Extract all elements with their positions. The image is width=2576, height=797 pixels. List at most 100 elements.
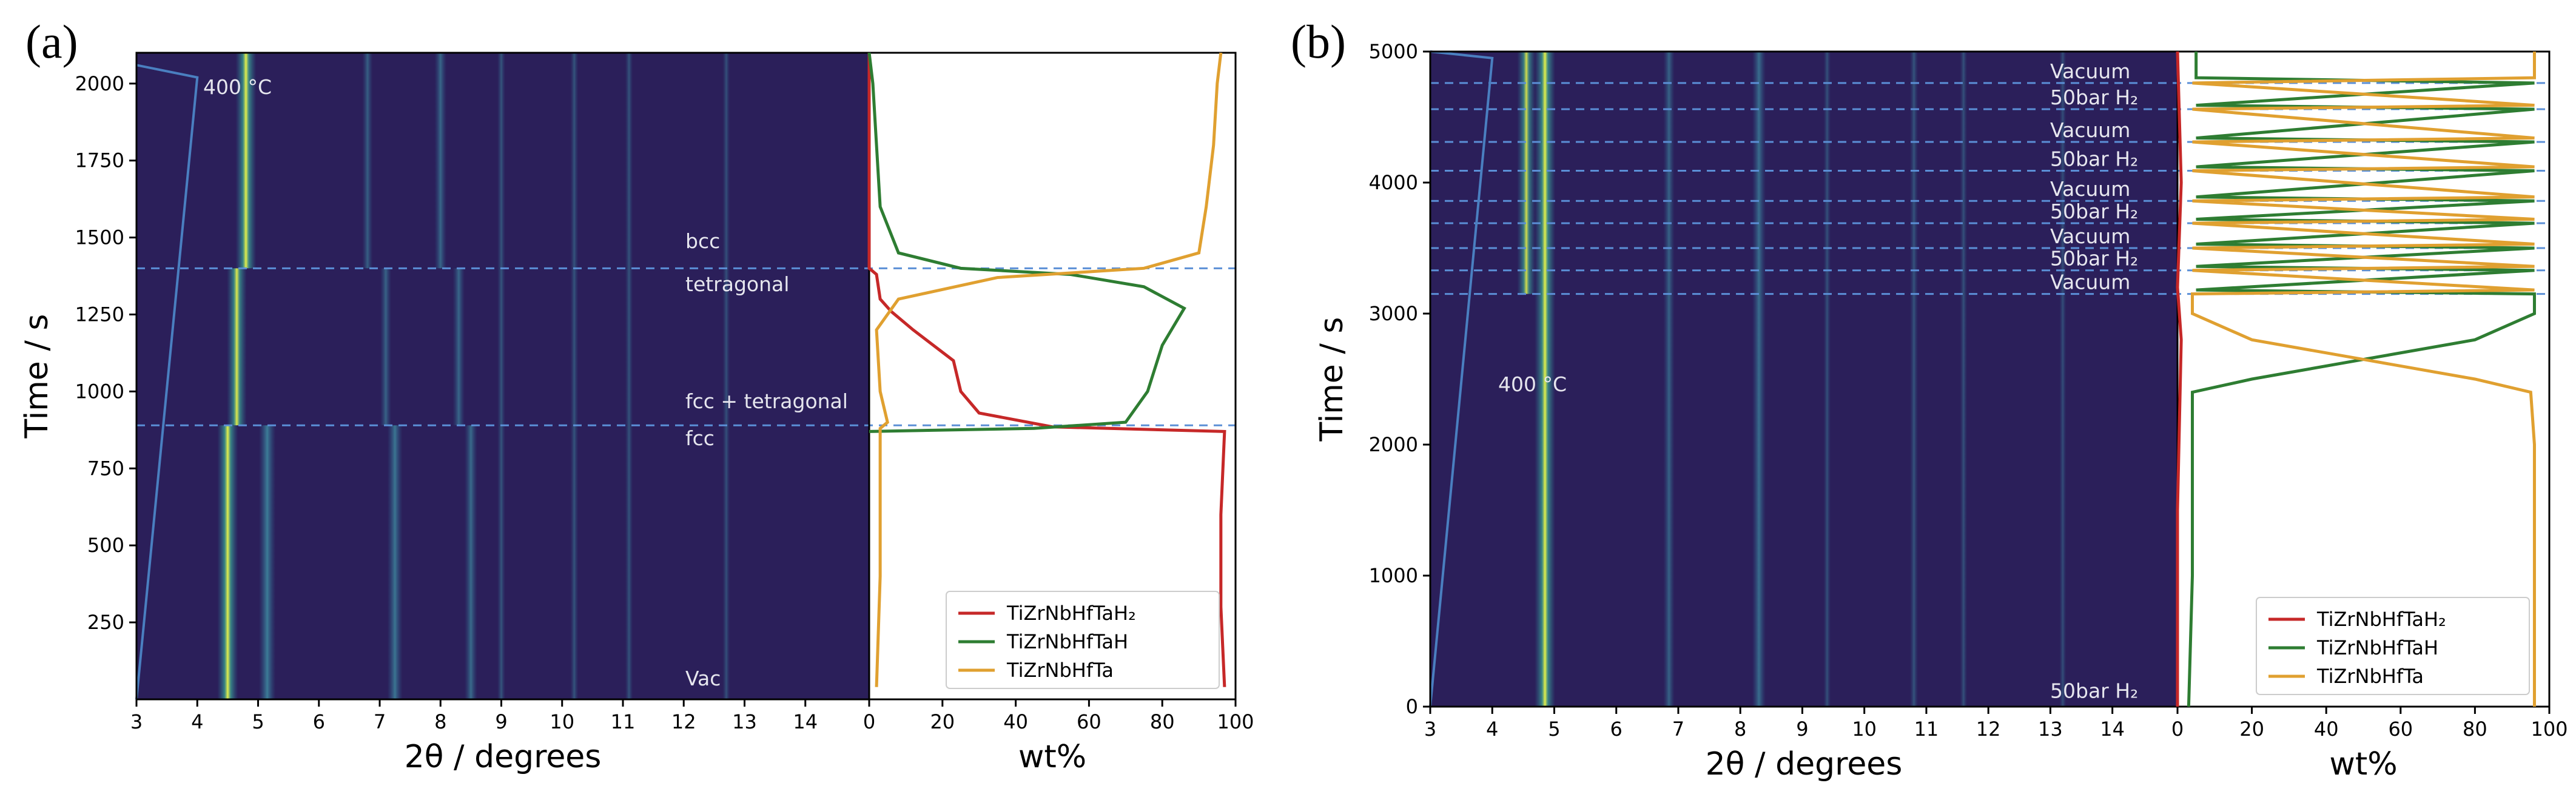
x-tick-label: 11 (611, 710, 636, 733)
x-tick-label: 4 (191, 710, 203, 733)
wt-series-line (2191, 52, 2536, 707)
phase-label: 50bar H₂ (2050, 200, 2138, 223)
diffraction-peak (625, 53, 633, 699)
x-axis-title: 2θ / degrees (405, 739, 602, 775)
x-tick-label: 10 (1852, 718, 1877, 741)
y-tick-label: 1500 (75, 226, 124, 249)
phase-label: bcc (685, 229, 720, 253)
diffraction-peak (380, 268, 392, 426)
wt-series-line (875, 52, 1223, 687)
wt-x-tick-label: 100 (2531, 718, 2568, 741)
y-tick-label: 3000 (1369, 302, 1418, 325)
x-tick-label: 5 (252, 710, 264, 733)
x-tick-label: 9 (1796, 718, 1808, 741)
x-tick-label: 12 (671, 710, 696, 733)
y-tick-label: 2000 (75, 72, 124, 95)
x-tick-label: 5 (1548, 718, 1560, 741)
wt-series-line (2187, 52, 2536, 707)
x-tick-label: 14 (2100, 718, 2125, 741)
legend-label: TiZrNbHfTa (1006, 659, 1114, 682)
x-tick-label: 4 (1486, 718, 1498, 741)
x-tick-label: 7 (1672, 718, 1684, 741)
diffraction-peak (1517, 52, 1536, 294)
phase-label: Vacuum (2050, 118, 2130, 142)
x-tick-label: 7 (374, 710, 386, 733)
phase-label: Vacuum (2050, 224, 2130, 248)
wt-x-tick-label: 40 (1003, 710, 1028, 733)
heatmap-frame (135, 52, 870, 701)
phase-label: 50bar H₂ (2050, 679, 2138, 703)
wt-x-tick-label: 0 (863, 710, 875, 733)
wt-x-tick-label: 20 (2239, 718, 2264, 741)
x-tick-label: 3 (130, 710, 143, 733)
y-tick-label: 1250 (75, 303, 124, 326)
phase-label: fcc (685, 426, 715, 450)
diffraction-peak (362, 53, 373, 269)
y-tick-label: 250 (87, 611, 124, 634)
y-tick-label: 1750 (75, 149, 124, 172)
legend-label: TiZrNbHfTaH (1006, 630, 1128, 653)
x-tick-label: 9 (495, 710, 507, 733)
wt-series-line (867, 52, 1186, 433)
chart-panel-a: (a) 400 °C bcc tetragonal fcc + tetragonal fc… (19, 15, 1254, 775)
y-tick-label: 4000 (1369, 171, 1418, 194)
phase-label: tetragonal (685, 272, 789, 296)
diffraction-peak (1535, 52, 1556, 707)
diffraction-peak (1960, 52, 1968, 707)
diffraction-peak (387, 425, 403, 699)
y-tick-label: 500 (87, 534, 124, 557)
diffraction-peak (1663, 52, 1675, 707)
wt-x-tick-label: 100 (1217, 710, 1254, 733)
diffraction-peak (452, 268, 465, 426)
legend-label: TiZrNbHfTaH₂ (2316, 608, 2446, 631)
wt-series-line (867, 53, 1226, 687)
diffraction-peak (722, 53, 730, 699)
phase-label: 50bar H₂ (2050, 86, 2138, 109)
panel-label: (b) (1291, 15, 1346, 68)
x-tick-label: 8 (1734, 718, 1746, 741)
diffraction-peak (497, 53, 506, 699)
legend-label: TiZrNbHfTaH (2316, 636, 2438, 659)
diffraction-peak (570, 53, 579, 699)
wt-x-tick-label: 60 (2388, 718, 2413, 741)
phase-label: 50bar H₂ (2050, 247, 2138, 271)
diffraction-peak (2059, 52, 2067, 707)
diffraction-peak (1823, 52, 1831, 707)
temperature-label: 400 °C (1498, 372, 1567, 396)
y-tick-label: 1000 (1369, 564, 1418, 587)
x-axis-title: 2θ / degrees (1706, 746, 1903, 782)
diffraction-peak (434, 53, 447, 269)
wt-x-tick-label: 40 (2314, 718, 2339, 741)
y-tick-label: 2000 (1369, 433, 1418, 456)
wt-x-tick-label: 80 (2463, 718, 2487, 741)
phase-label: fcc + tetragonal (685, 389, 848, 413)
wt-x-tick-label: 80 (1150, 710, 1175, 733)
diffraction-peak (1909, 52, 1919, 707)
diffraction-peak (258, 425, 276, 699)
y-tick-label: 0 (1406, 695, 1418, 718)
x-tick-label: 13 (732, 710, 757, 733)
wt-x-tick-label: 60 (1077, 710, 1101, 733)
heatmap-frame (1429, 50, 2179, 708)
temperature-profile (1429, 50, 1494, 707)
x-tick-label: 13 (2038, 718, 2063, 741)
y-tick-label: 1000 (75, 380, 124, 403)
temperature-label: 400 °C (203, 75, 272, 99)
phase-label: Vacuum (2050, 271, 2130, 294)
wt-series-line (2176, 51, 2183, 707)
diffraction-peak (1752, 52, 1766, 707)
x-tick-label: 6 (313, 710, 325, 733)
legend-label: TiZrNbHfTaH₂ (1006, 602, 1136, 625)
legend-box (2256, 597, 2530, 695)
diffraction-peak (235, 53, 257, 269)
diffraction-peak (217, 425, 238, 699)
wt-x-tick-label: 0 (2171, 718, 2184, 741)
legend-box (946, 591, 1220, 689)
x-tick-label: 12 (1976, 718, 2001, 741)
phase-label: Vac (685, 667, 721, 690)
x-tick-label: 14 (793, 710, 818, 733)
y-axis-title: Time / s (19, 314, 55, 439)
diffraction-peak (464, 425, 477, 699)
